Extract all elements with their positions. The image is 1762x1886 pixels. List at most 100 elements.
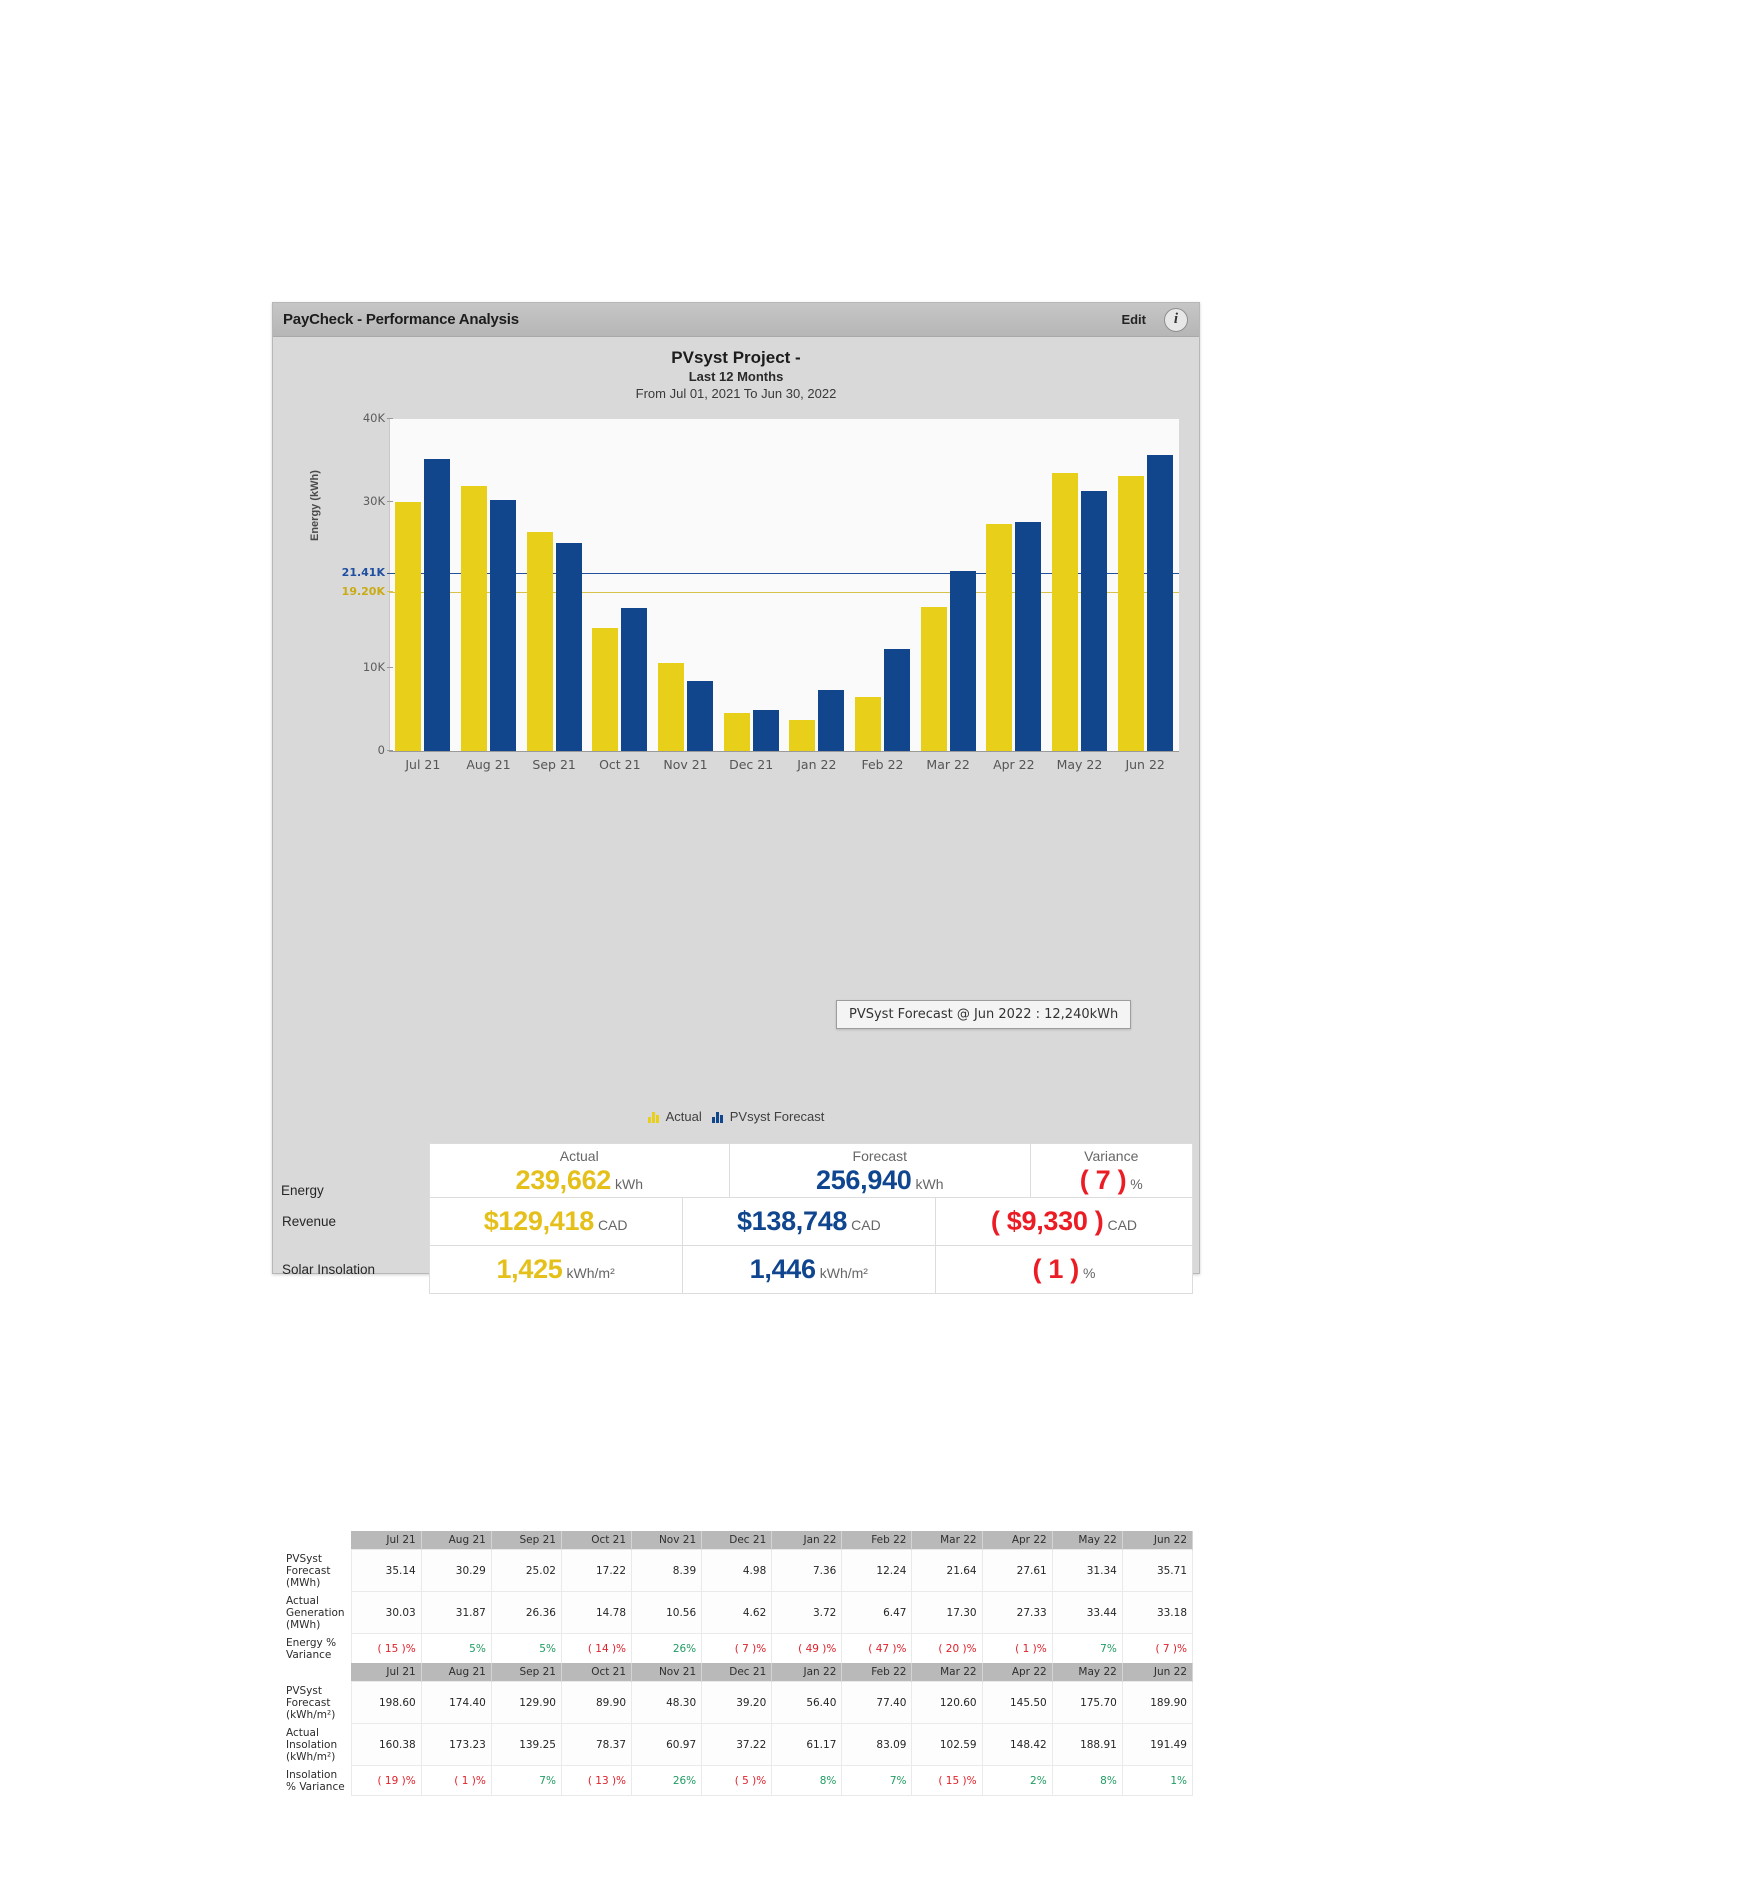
- detail-cell: 189.90: [1121, 1681, 1194, 1724]
- detail-header-row: Jul 21 Aug 21 Sep 21 Oct 21 Nov 21 Dec 21 Jan …: [281, 1531, 1194, 1550]
- bar-group[interactable]: [981, 419, 1047, 751]
- detail-cell: 188.91: [1051, 1723, 1123, 1766]
- detail-cell: 8%: [771, 1765, 843, 1796]
- x-axis-line: [389, 751, 1179, 752]
- bar-forecast[interactable]: [621, 608, 648, 751]
- x-tick-label: Aug 21: [466, 757, 511, 772]
- detail-cell: 10.56: [631, 1591, 703, 1634]
- x-tick-label: Sep 21: [532, 757, 576, 772]
- detail-cell: 198.60: [350, 1681, 422, 1724]
- detail-row-label: Actual Generation (MWh): [286, 1594, 345, 1631]
- bar-group[interactable]: [456, 419, 522, 751]
- bar-actual[interactable]: [1051, 473, 1078, 751]
- bar-actual[interactable]: [460, 486, 487, 751]
- detail-cell: 191.49: [1121, 1723, 1194, 1766]
- detail-cell: 77.40: [841, 1681, 913, 1724]
- detail-row-label: Insolation % Variance: [286, 1768, 345, 1793]
- detail-cell: 1%: [1121, 1765, 1194, 1796]
- bar-actual[interactable]: [854, 697, 881, 751]
- detail-cell: ( 14 )%: [560, 1633, 633, 1664]
- bar-actual[interactable]: [920, 607, 947, 751]
- y-tick-label: 30K: [273, 494, 393, 508]
- legend-label: Actual: [665, 1109, 702, 1124]
- revenue-variance-unit: CAD: [1107, 1216, 1138, 1233]
- insolation-actual-unit: kWh/m²: [566, 1264, 615, 1281]
- detail-cell: 83.09: [841, 1723, 913, 1766]
- y-tick-label: 0: [273, 743, 393, 757]
- bar-group[interactable]: [587, 419, 653, 751]
- bar-actual[interactable]: [789, 720, 816, 751]
- detail-month-header: Mar 22: [911, 1663, 983, 1682]
- bar-actual[interactable]: [1117, 475, 1144, 751]
- info-icon[interactable]: i: [1164, 307, 1188, 332]
- energy-variance-value: ( 7 ): [1079, 1164, 1127, 1195]
- bar-forecast[interactable]: [949, 571, 976, 751]
- variance-value: ( 5 )%: [734, 1774, 767, 1787]
- detail-cell: 145.50: [981, 1681, 1053, 1724]
- bar-forecast[interactable]: [1080, 490, 1107, 751]
- variance-value: ( 14 )%: [587, 1642, 627, 1655]
- bar-actual[interactable]: [657, 663, 684, 751]
- bar-actual[interactable]: [592, 628, 619, 751]
- summary-table: Actual 239,662 kWh Forecast 256,940 kWh Va…: [281, 1143, 1194, 1294]
- bar-group[interactable]: [653, 419, 719, 751]
- bar-group[interactable]: [521, 419, 587, 751]
- bar-forecast[interactable]: [424, 459, 451, 751]
- bar-actual[interactable]: [986, 524, 1013, 751]
- revenue-actual-unit: CAD: [597, 1216, 628, 1233]
- bar-forecast[interactable]: [686, 681, 713, 751]
- detail-cell: 129.90: [490, 1681, 562, 1724]
- variance-value: ( 49 )%: [798, 1642, 837, 1655]
- detail-cell: 27.33: [981, 1591, 1053, 1634]
- bar-group[interactable]: [1112, 419, 1178, 751]
- detail-month-header: Sep 21: [491, 1663, 562, 1682]
- detail-cell: 35.14: [350, 1549, 422, 1592]
- detail-row-label: Energy % Variance: [286, 1636, 337, 1661]
- reference-line: [389, 591, 1179, 593]
- variance-value: 8%: [819, 1774, 837, 1787]
- bar-forecast[interactable]: [555, 543, 582, 751]
- bar-forecast[interactable]: [818, 689, 845, 751]
- detail-cell: 37.22: [701, 1723, 773, 1766]
- bar-forecast[interactable]: [1015, 521, 1042, 751]
- bar-group[interactable]: [1047, 419, 1113, 751]
- summary-energy-forecast: 256,940 kWh: [736, 1165, 1024, 1196]
- detail-cell: ( 49 )%: [771, 1633, 843, 1664]
- revenue-variance-cell: ( $9,330 ) CAD: [934, 1196, 1194, 1246]
- bar-forecast[interactable]: [752, 709, 779, 751]
- detail-cell: ( 7 )%: [1121, 1633, 1194, 1664]
- bar-forecast[interactable]: [489, 499, 516, 751]
- bar-series-container: [390, 419, 1178, 751]
- legend-label: PVsyst Forecast: [729, 1109, 825, 1124]
- detail-cell: 139.25: [490, 1723, 562, 1766]
- bar-forecast[interactable]: [883, 649, 910, 751]
- table-row: Insolation % Variance ( 19 )% ( 1 )% 7% ( 13…: [281, 1765, 1194, 1796]
- detail-row-label: PVSyst Forecast (kWh/m²): [286, 1684, 336, 1721]
- bar-group[interactable]: [915, 419, 981, 751]
- detail-cell: ( 13 )%: [560, 1765, 633, 1796]
- legend-item[interactable]: Actual: [647, 1109, 702, 1124]
- detail-cell: ( 7 )%: [701, 1633, 773, 1664]
- bar-actual[interactable]: [395, 501, 422, 751]
- detail-cell: 56.40: [771, 1681, 843, 1724]
- chart-plot-area: [389, 419, 1179, 751]
- bar-forecast[interactable]: [1146, 454, 1173, 751]
- bar-group[interactable]: [390, 419, 456, 751]
- detail-month-header: Aug 21: [421, 1663, 492, 1682]
- chart-title: PVsyst Project -: [671, 348, 801, 367]
- insolation-forecast-unit: kWh/m²: [819, 1264, 868, 1281]
- detail-cell: 4.98: [701, 1549, 773, 1592]
- edit-button[interactable]: Edit: [1121, 312, 1146, 327]
- bar-actual[interactable]: [723, 712, 750, 751]
- widget-titlebar: PayCheck - Performance Analysis Edit i: [273, 303, 1199, 337]
- energy-forecast-unit: kWh: [915, 1175, 944, 1192]
- bar-actual[interactable]: [526, 532, 553, 751]
- detail-month-header: Jul 21: [351, 1531, 422, 1550]
- chart-legend: Actual PVsyst Forecast: [273, 1109, 1199, 1124]
- bar-group[interactable]: [718, 419, 784, 751]
- legend-item[interactable]: PVsyst Forecast: [711, 1109, 825, 1124]
- detail-cell: 160.38: [350, 1723, 422, 1766]
- bar-group[interactable]: [784, 419, 850, 751]
- bar-group[interactable]: [850, 419, 916, 751]
- detail-cell: 175.70: [1051, 1681, 1123, 1724]
